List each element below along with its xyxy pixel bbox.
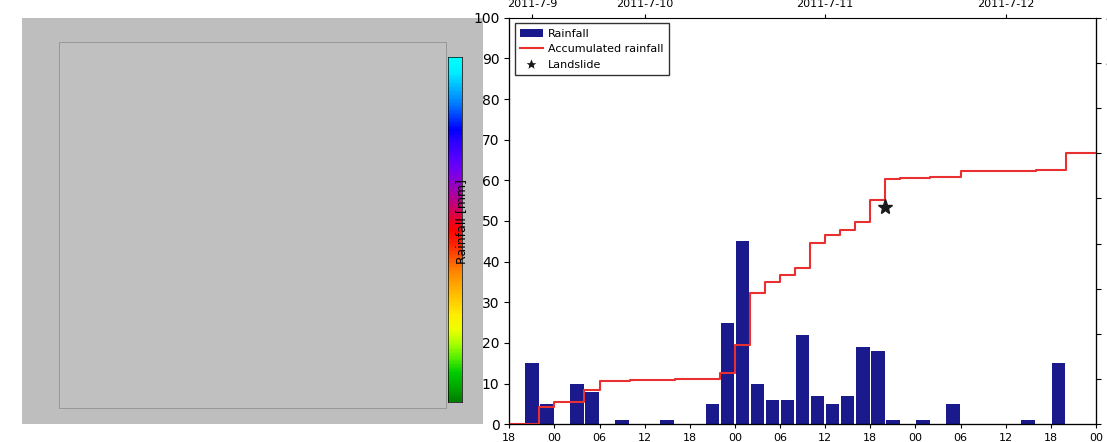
Bar (705, 404, 720, 424)
Bar (661, 420, 674, 424)
Bar (917, 420, 930, 424)
Bar (1022, 420, 1035, 424)
Bar (796, 335, 809, 424)
Bar (766, 400, 779, 424)
Bar (540, 404, 554, 424)
Bar (586, 392, 599, 424)
Bar (751, 384, 764, 424)
Bar (810, 396, 825, 424)
Bar (736, 241, 749, 424)
Bar (525, 363, 539, 424)
Y-axis label: Rainfall [mm]: Rainfall [mm] (455, 179, 467, 263)
Legend: Rainfall, Accumulated rainfall, Landslide: Rainfall, Accumulated rainfall, Landslid… (515, 23, 670, 76)
Bar (871, 351, 884, 424)
Bar (946, 404, 960, 424)
Bar (826, 404, 839, 424)
Bar (856, 347, 869, 424)
Bar (1052, 363, 1065, 424)
Bar (570, 384, 583, 424)
Bar (721, 323, 734, 424)
Bar (886, 420, 900, 424)
Bar (615, 420, 629, 424)
Bar (841, 396, 855, 424)
Text: (a): (a) (13, 0, 38, 1)
Bar (780, 400, 795, 424)
Bar (59, 42, 446, 408)
